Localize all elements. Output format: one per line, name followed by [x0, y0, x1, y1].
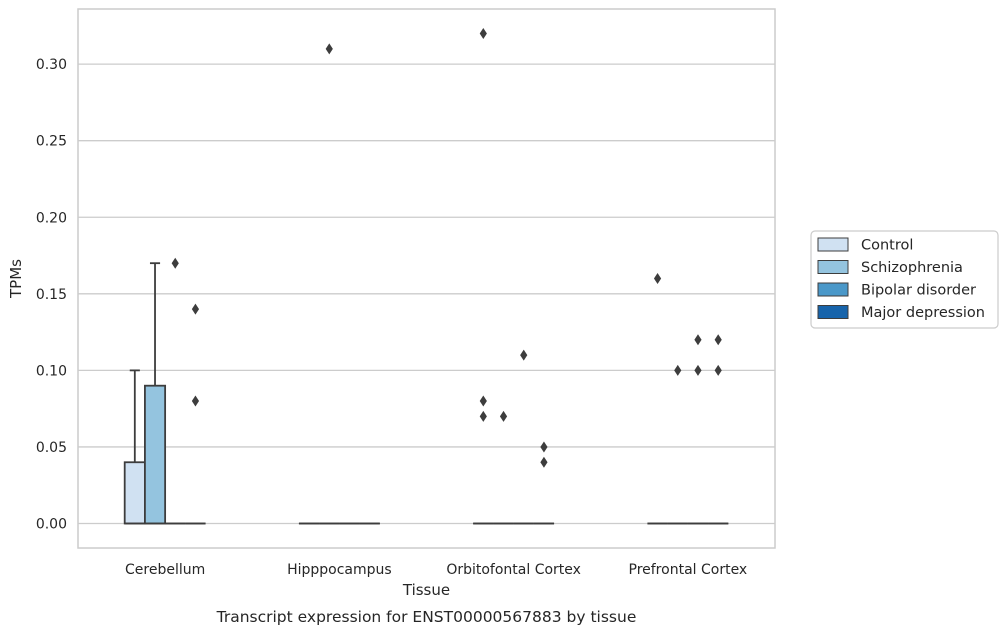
y-tick-label: 0.15 — [36, 287, 67, 303]
legend-label: Control — [861, 238, 913, 254]
outlier-point — [714, 334, 722, 346]
box-plots — [123, 28, 729, 525]
box-major-depression — [533, 441, 555, 525]
legend: Control Schizophrenia Bipolar disorder Majo… — [810, 230, 999, 329]
x-tick-label: Hipppocampus — [287, 562, 392, 578]
outlier-point — [479, 410, 487, 422]
legend-label: Bipolar disorder — [861, 283, 976, 299]
outlier-point — [694, 364, 702, 376]
x-tick-label: Cerebellum — [125, 562, 205, 578]
legend-swatch — [817, 260, 849, 274]
outlier-point — [171, 257, 179, 269]
x-tick-labels: Cerebellum Hipppocampus Orbitofontal Corte… — [125, 562, 747, 578]
legend-swatch — [817, 282, 849, 297]
outlier-point — [540, 456, 548, 468]
y-tick-label: 0.25 — [36, 134, 67, 150]
outlier-point — [479, 395, 487, 407]
box-schizophrenia — [667, 364, 688, 525]
outlier-point — [653, 273, 662, 284]
box-major-depression — [185, 303, 206, 525]
outlier-point — [191, 303, 200, 315]
y-tick-label: 0.00 — [36, 517, 67, 533]
box-major-depression — [708, 334, 729, 525]
box-schizophrenia — [144, 262, 167, 525]
outlier-point — [694, 334, 702, 346]
outlier-point — [479, 28, 487, 39]
legend-frame — [810, 230, 999, 329]
box-bipolar-disorder — [513, 349, 534, 525]
grid-lines — [78, 63, 775, 525]
box-bipolar-disorder — [687, 334, 709, 525]
y-axis-label: TPMs — [7, 259, 25, 299]
x-tick-label: Orbitofontal Cortex — [446, 562, 581, 578]
legend-swatch — [817, 305, 849, 319]
outlier-point — [714, 364, 722, 376]
y-tick-label: 0.10 — [36, 363, 67, 379]
outlier-point — [499, 410, 508, 422]
box-body — [144, 384, 167, 525]
box-control — [647, 273, 668, 525]
box-control — [473, 28, 494, 525]
box-schizophrenia — [319, 43, 340, 525]
legend-label: Schizophrenia — [861, 260, 963, 276]
x-axis-label: Tissue — [402, 581, 450, 599]
box-schizophrenia — [493, 410, 514, 525]
outlier-point — [191, 395, 200, 407]
y-tick-label: 0.20 — [36, 210, 67, 226]
legend-label: Major depression — [861, 305, 985, 321]
plot-frame — [77, 8, 776, 549]
legend-swatch — [817, 237, 849, 252]
y-tick-label: 0.30 — [36, 57, 67, 73]
outlier-point — [325, 43, 333, 55]
box-body — [123, 461, 146, 525]
box-bipolar-disorder — [165, 257, 186, 525]
y-tick-label: 0.05 — [36, 440, 67, 456]
outlier-point — [674, 364, 682, 376]
outlier-point — [540, 441, 548, 453]
x-tick-label: Prefrontal Cortex — [629, 562, 748, 578]
outlier-point — [520, 349, 528, 361]
chart-caption: Transcript expression for ENST0000056788… — [216, 608, 637, 626]
y-tick-labels: 0.00 0.05 0.10 0.15 0.20 0.25 0.30 — [36, 57, 67, 532]
